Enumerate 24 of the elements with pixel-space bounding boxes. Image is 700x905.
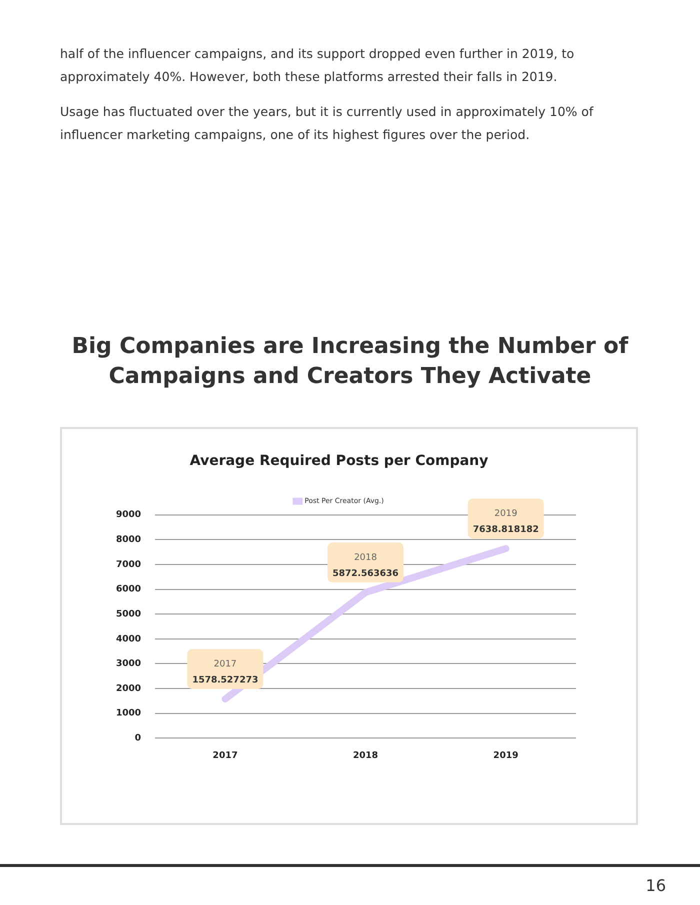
y-tick-label: 3000 xyxy=(116,659,142,670)
y-tick-label: 5000 xyxy=(116,609,142,620)
y-tick-label: 9000 xyxy=(116,510,142,520)
text: 16 xyxy=(646,876,666,895)
y-tick-label: 1000 xyxy=(116,708,142,719)
x-tick-label: 2018 xyxy=(352,750,378,761)
text: Usage has fluctuated over the years, but it is currently used in approximately 10% of influencer marketing campaigns, one of its highest figures over the period. xyxy=(60,103,594,144)
data-label: 5872.563636 xyxy=(332,568,399,579)
data-label: 1578.527273 xyxy=(192,675,258,686)
y-tick-label: 0 xyxy=(134,734,142,744)
y-tick-label: 8000 xyxy=(116,534,142,545)
x-tick-label: 2019 xyxy=(493,750,518,761)
data-label: 7638.818182 xyxy=(472,524,539,535)
y-tick-label: 2000 xyxy=(116,684,142,694)
category-label: 2017 xyxy=(214,659,237,670)
y-tick-label: 7000 xyxy=(116,560,142,570)
y-tick-label: 4000 xyxy=(116,634,142,644)
category-label: 2018 xyxy=(354,552,377,563)
x-tick-label: 2017 xyxy=(212,750,238,761)
text: half of the influencer campaigns, and its support dropped even further in 2019, to approximately 40%. However, both these platforms arrested their falls in 2019. xyxy=(60,45,576,86)
y-tick-label: 6000 xyxy=(116,584,142,595)
chart-title: Big Companies are Increasing the Number of Campaigns and Creators They Activate xyxy=(70,333,630,391)
category-label: 2019 xyxy=(494,508,518,519)
chart-subtitle: Average Required Posts per Company xyxy=(190,453,488,470)
